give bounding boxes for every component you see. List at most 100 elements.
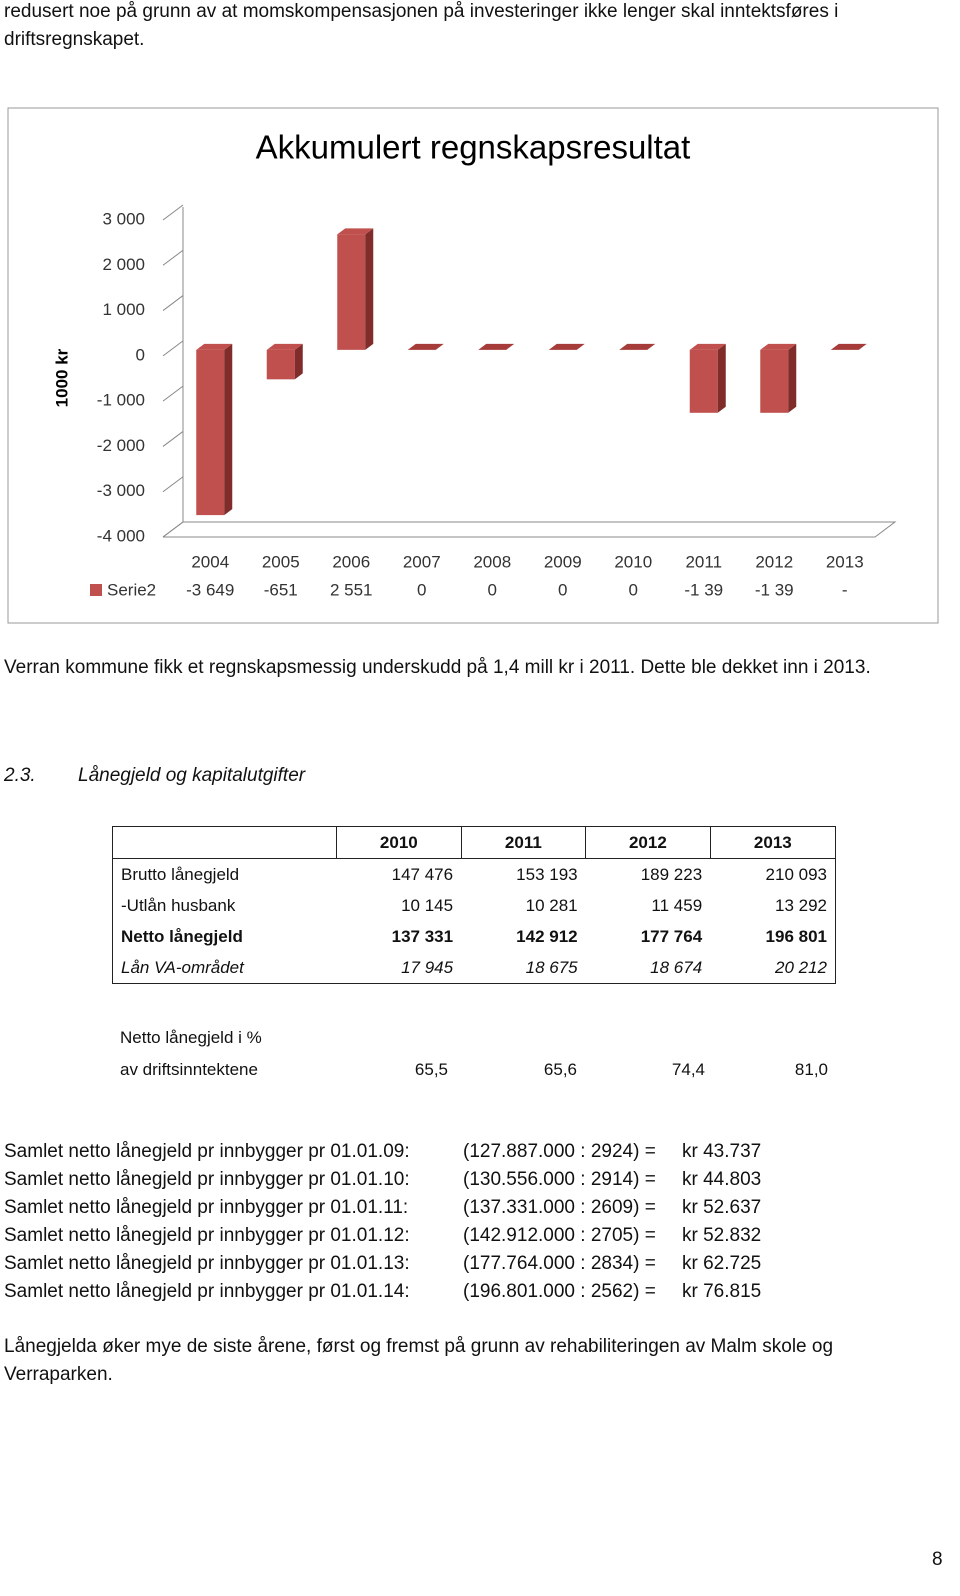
percent-value: 65,6 <box>543 1060 577 1079</box>
bar-front <box>266 349 295 380</box>
paragraph: redusert noe på grunn av at momskompensa… <box>4 1 839 50</box>
bar-top <box>337 228 374 235</box>
data-label: -1 39 <box>755 580 794 599</box>
bar-top <box>478 343 515 350</box>
bar <box>337 228 374 350</box>
bar <box>548 343 585 350</box>
bar <box>478 343 515 350</box>
bar-top <box>548 343 585 350</box>
data-label: - <box>842 580 848 599</box>
bar <box>760 343 797 413</box>
cell: 10 281 <box>525 895 578 915</box>
per-capita-text: (177.764.000 : 2834) = <box>463 1253 656 1274</box>
row-label: Netto lånegjeld <box>121 926 243 946</box>
paragraph: Verran kommune fikk et regnskapsmessig u… <box>4 657 871 678</box>
bar-side <box>717 343 726 413</box>
bar <box>830 343 867 350</box>
cell: 153 193 <box>516 864 578 884</box>
per-capita-text: Samlet netto lånegjeld pr innbygger pr 0… <box>4 1197 409 1218</box>
category-label: 2009 <box>544 552 582 571</box>
chart-frame <box>7 107 939 624</box>
bar-front <box>196 349 225 516</box>
bar <box>619 343 656 350</box>
row-label: Brutto lånegjeld <box>121 864 240 884</box>
percent-value: 81,0 <box>794 1060 828 1079</box>
per-capita-text: kr 43.737 <box>682 1141 762 1162</box>
data-label: 0 <box>417 580 426 599</box>
bar-top <box>619 343 656 350</box>
legend-swatch <box>90 584 102 596</box>
header-cell <box>111 826 338 859</box>
per-capita-text: Samlet netto lånegjeld pr innbygger pr 0… <box>4 1225 410 1246</box>
chart-title: Akkumulert regnskapsresultat <box>256 129 691 166</box>
category-label: 2007 <box>403 552 441 571</box>
category-label: 2010 <box>614 552 652 571</box>
table-row: -Utlån husbank 10 145 10 281 11 459 13 292 <box>113 890 836 921</box>
percent-value: 65,5 <box>414 1060 448 1079</box>
data-label: -3 649 <box>186 580 234 599</box>
bar <box>407 343 444 350</box>
cell: 17 945 <box>401 957 454 977</box>
tick-line <box>162 204 184 221</box>
paragraph: Lånegjelda øker mye de siste årene, førs… <box>4 1336 834 1385</box>
per-capita-text: Samlet netto lånegjeld pr innbygger pr 0… <box>4 1253 410 1274</box>
category-label: 2006 <box>332 552 370 571</box>
cell: 18 674 <box>650 957 703 977</box>
cell: 177 764 <box>640 926 703 946</box>
y-tick-label: -4 000 <box>97 526 145 545</box>
per-capita-text: kr 52.832 <box>682 1225 762 1246</box>
per-capita-text: Samlet netto lånegjeld pr innbygger pr 0… <box>4 1169 410 1190</box>
category-label: 2004 <box>191 552 229 571</box>
cell: 18 675 <box>525 957 578 977</box>
bar-side <box>788 343 797 413</box>
y-tick-label: 2 000 <box>102 255 145 274</box>
per-capita-text: (196.801.000 : 2562) = <box>463 1281 656 1302</box>
cell: 210 093 <box>765 864 827 884</box>
table-row: Netto lånegjeld 137 331 142 912 177 764 196 … <box>113 921 836 952</box>
section-number: 2.3. <box>4 765 36 786</box>
cell: 13 292 <box>775 895 827 915</box>
bar <box>196 343 233 516</box>
bar-top <box>830 343 867 350</box>
chart: Akkumulert regnskapsresultat 1000 kr 3 0… <box>7 107 939 624</box>
row-label: -Utlån husbank <box>121 895 236 915</box>
section-title: Lånegjeld og kapitalutgifter <box>78 765 306 786</box>
cell: 11 459 <box>651 895 703 915</box>
category-label: 2011 <box>685 552 722 571</box>
row-label: Lån VA-området <box>121 957 244 977</box>
bar-top <box>196 343 233 350</box>
header-row: 2010 2011 2012 2013 <box>111 826 837 859</box>
per-capita-text: (137.331.000 : 2609) = <box>463 1197 656 1218</box>
y-axis-label: 1000 kr <box>52 348 71 407</box>
cell: 142 912 <box>516 926 578 946</box>
y-tick-label: -3 000 <box>97 481 145 500</box>
per-capita-text: (127.887.000 : 2924) = <box>463 1141 656 1162</box>
tick-line <box>162 521 184 538</box>
bar-top <box>407 343 444 350</box>
bar-front <box>760 349 789 413</box>
tick-line <box>162 476 184 493</box>
cell: 189 223 <box>640 864 703 884</box>
cell: 147 476 <box>391 864 454 884</box>
header-cell: 2010 <box>336 826 462 859</box>
data-label: -651 <box>264 580 298 599</box>
data-label: -1 39 <box>684 580 723 599</box>
cell: 10 145 <box>401 895 454 915</box>
header-cell: 2013 <box>709 826 837 859</box>
bar-side <box>294 343 303 380</box>
per-capita-text: (130.556.000 : 2914) = <box>463 1169 656 1190</box>
cell: 196 801 <box>765 926 827 946</box>
data-label: 0 <box>629 580 638 599</box>
table-row: Lån VA-området 17 945 18 675 18 674 20 212 <box>113 952 836 984</box>
per-capita-text: Samlet netto lånegjeld pr innbygger pr 0… <box>4 1281 410 1302</box>
per-capita-text: kr 76.815 <box>682 1281 762 1302</box>
data-label: 0 <box>558 580 567 599</box>
page-number: 8 <box>932 1549 943 1570</box>
bar <box>266 343 303 380</box>
percent-label: Netto lånegjeld i % <box>120 1028 262 1047</box>
data-label: 2 551 <box>330 580 373 599</box>
cell: 20 212 <box>775 957 827 977</box>
per-capita-text: kr 52.637 <box>682 1197 762 1218</box>
bar-side <box>365 228 374 350</box>
